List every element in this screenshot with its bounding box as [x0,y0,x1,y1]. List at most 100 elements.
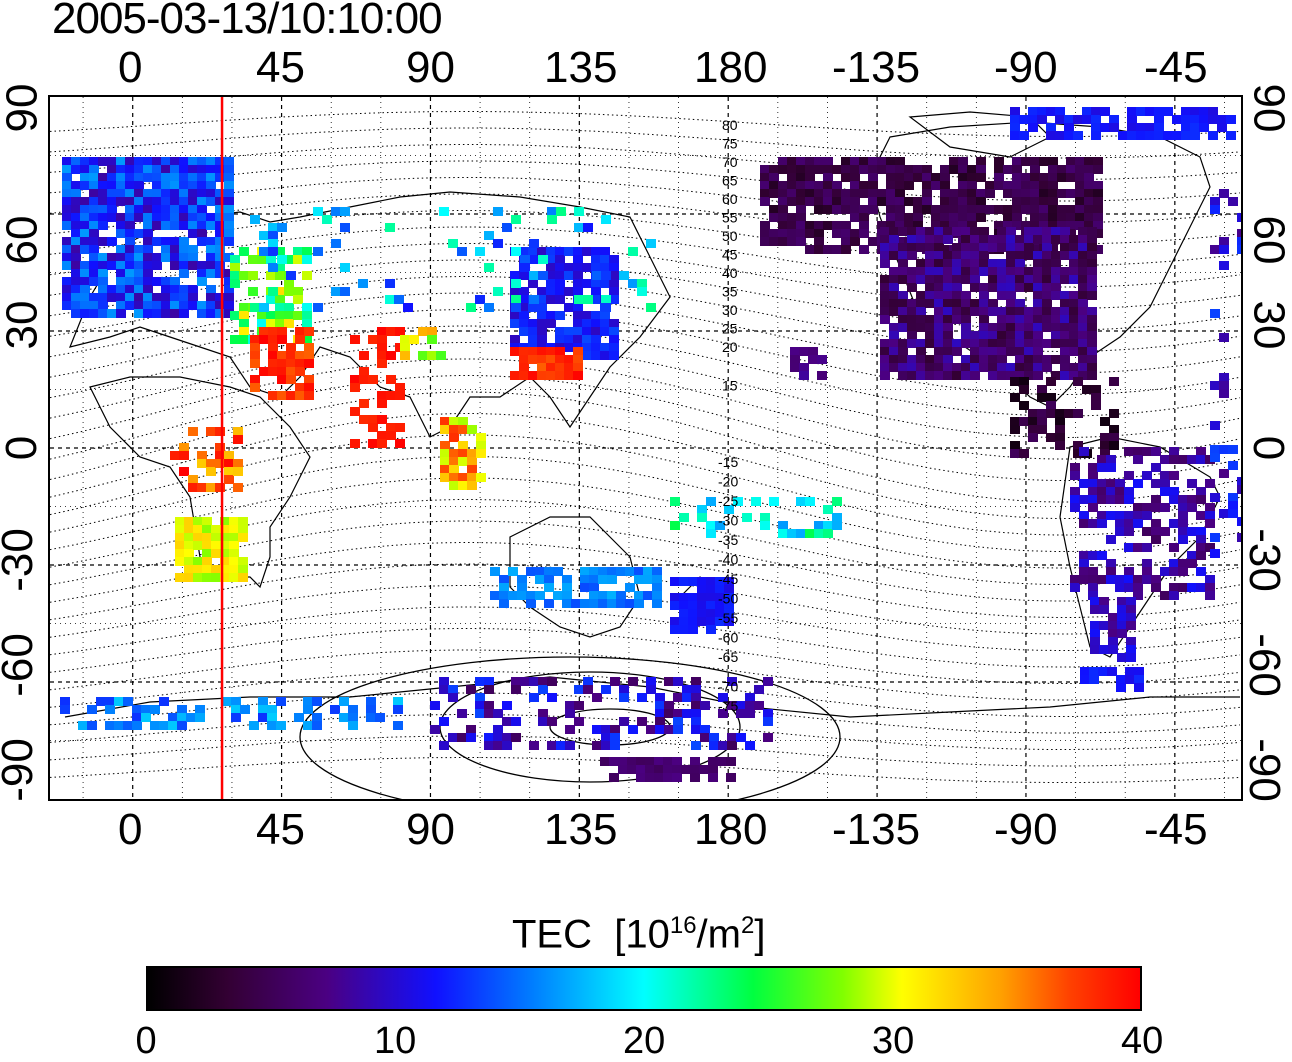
tec-cell [1075,173,1085,182]
tec-cell [71,309,81,318]
tec-cell [220,533,230,542]
tec-cell [769,189,779,198]
contour-label: 30 [722,302,738,318]
tec-cell [302,319,312,328]
tec-cell [1073,377,1083,386]
tec-cell [690,765,700,774]
tec-cell [1237,237,1241,246]
tec-cell [1087,259,1097,268]
tec-cell [177,705,187,714]
tec-cell [609,773,619,782]
tec-cell [293,295,303,304]
tec-cell [1219,261,1229,270]
tec-cell [188,301,198,310]
tec-cell [1172,115,1182,124]
tec-cell [268,367,278,376]
tec-cell [736,701,746,710]
tec-cell [546,279,556,288]
tec-cell [589,567,599,576]
tec-cell [1087,331,1097,340]
tec-cell [1030,221,1040,230]
tec-cell [179,213,189,222]
tec-cell [340,287,350,296]
tec-cell [970,243,980,252]
tec-cell [868,181,878,190]
tec-cell [1108,645,1118,654]
tec-cell [184,573,194,582]
contour-label: -50 [718,591,738,607]
tec-cell [625,599,635,608]
tec-cell [880,315,890,324]
tec-cell [609,757,619,766]
tec-cell [229,541,239,550]
tec-cell [607,599,617,608]
tec-cell [1073,449,1083,458]
tec-cell [239,319,249,328]
tec-cell [107,189,117,198]
tec-cell [916,323,926,332]
tec-cell [943,331,953,340]
tec-cell [377,399,387,408]
tec-cell [211,573,221,582]
tec-cell [1015,307,1025,316]
tec-cell [188,475,198,484]
tec-cell [457,709,467,718]
tec-cell [1006,315,1016,324]
tec-cell [168,721,178,730]
tec-cell [988,323,998,332]
tec-cell [637,279,647,288]
tec-cell [700,725,710,734]
tec-cell [449,425,459,434]
tec-cell [467,449,477,458]
tec-cell [562,599,572,608]
tec-cell [555,363,565,372]
left-tick-label: 0 [0,435,47,461]
tec-cell [880,291,890,300]
tec-cell [601,685,611,694]
tec-cell [511,215,521,224]
tec-cell [1078,371,1088,380]
top-tick-label: -45 [1144,43,1208,92]
magnetic-contour [50,325,1241,417]
tec-cell [206,197,216,206]
tec-cell [125,269,135,278]
tec-cell [293,287,303,296]
tec-cell [952,339,962,348]
tec-cell [1226,115,1236,124]
bottom-tick-label: 0 [118,805,143,854]
tec-cell [1078,227,1088,236]
tec-cell [601,271,611,280]
tec-cell [895,197,905,206]
tec-cell [1210,445,1220,454]
tec-cell [71,157,81,166]
tec-cell [1127,131,1137,140]
tec-cell [440,473,450,482]
tec-cell [449,465,459,474]
tec-cell [197,221,207,230]
tec-cell [519,287,529,296]
tec-cell [440,465,450,474]
tec-cell [637,693,647,702]
tec-cell [952,227,962,236]
tec-cell [394,295,404,304]
tec-cell [1099,597,1109,606]
tec-cell [134,285,144,294]
tec-cell [511,279,521,288]
tec-cell [591,279,601,288]
tec-cell [907,275,917,284]
tec-cell [850,165,860,174]
tec-cell [943,347,953,356]
tec-cell [211,541,221,550]
tec-cell [952,275,962,284]
tec-cell [233,427,243,436]
tec-cell [889,355,899,364]
tec-cell [98,157,108,166]
tec-cell [931,221,941,230]
tec-cell [889,347,899,356]
tec-cell [1106,535,1116,544]
tec-cell [787,165,797,174]
top-tick-label: 0 [118,43,143,92]
tec-cell [125,301,135,310]
tec-cell [1051,355,1061,364]
tec-cell [231,705,241,714]
